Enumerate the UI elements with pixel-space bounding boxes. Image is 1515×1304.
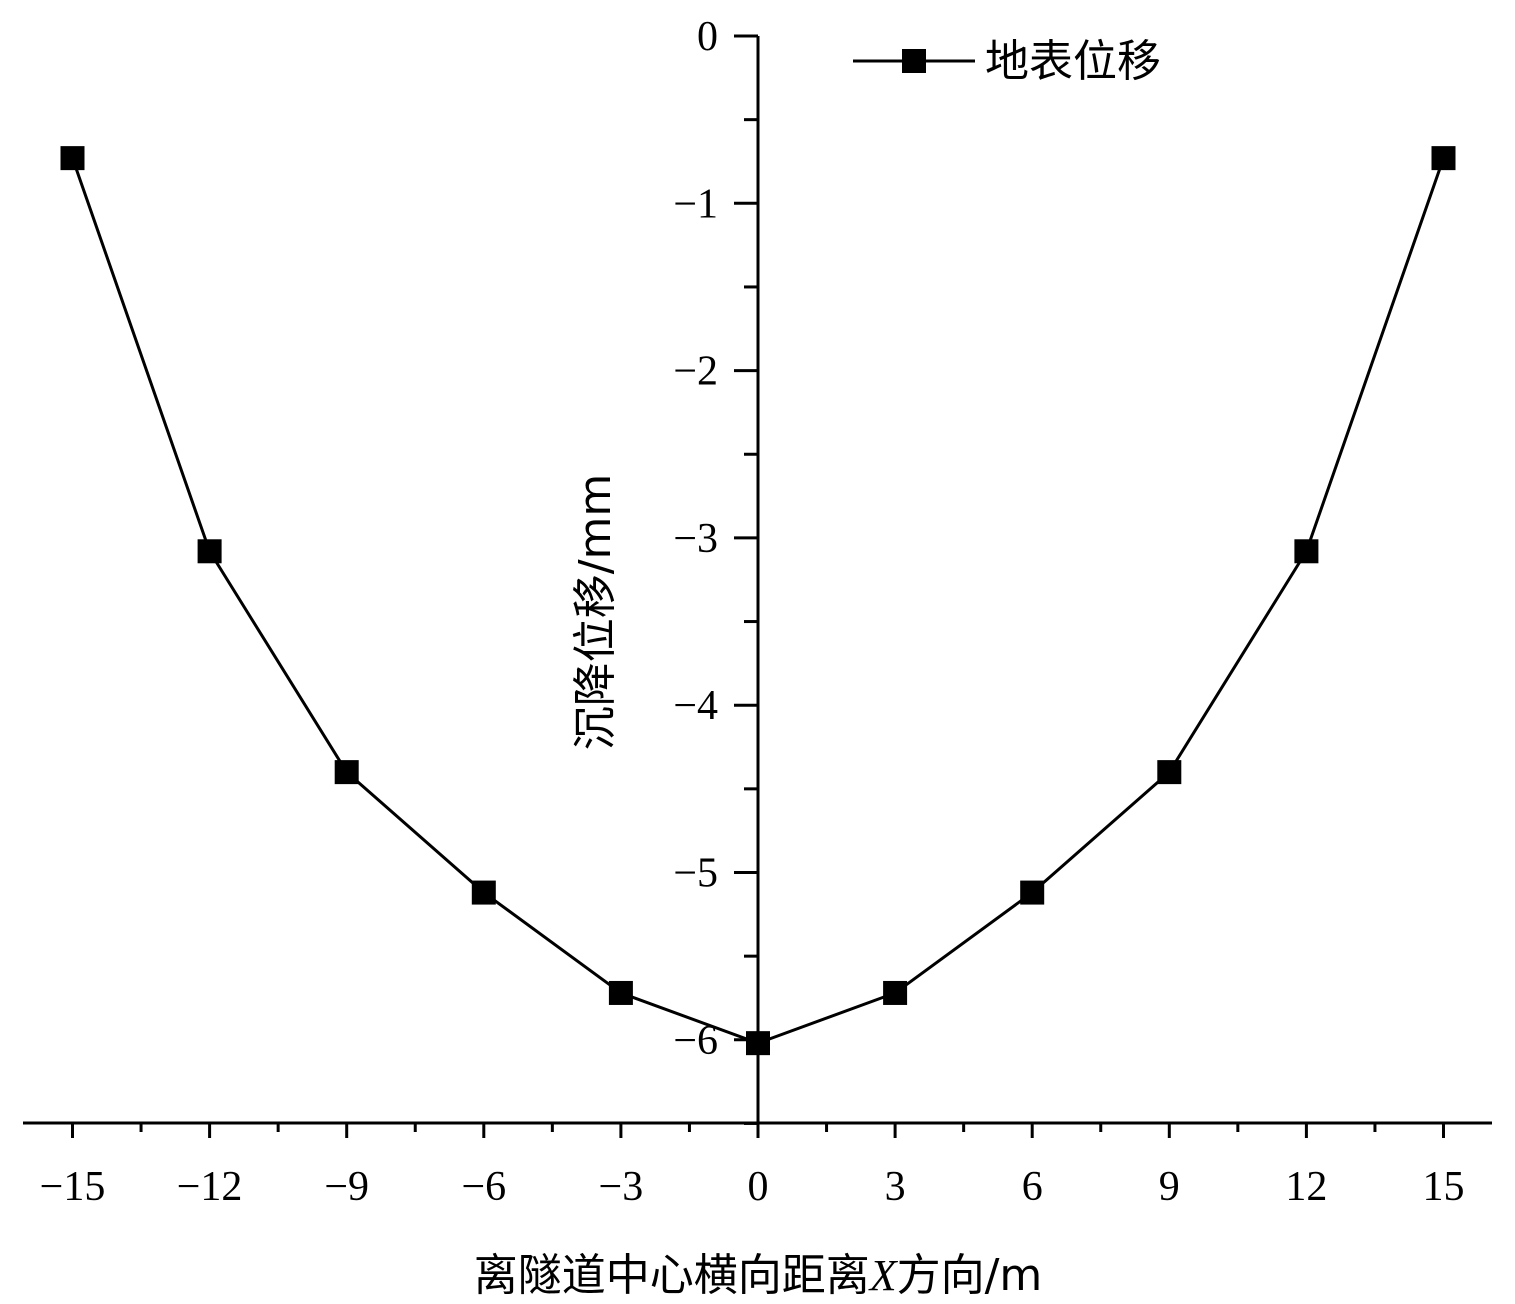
- x-axis-title-var: X: [868, 1251, 899, 1300]
- legend-label: 地表位移: [985, 36, 1161, 87]
- y-axis-title: 沉降位移/mm: [570, 474, 621, 751]
- x-tick-label: −15: [40, 1164, 106, 1210]
- x-axis-title: 离隧道中心横向距离X方向/m: [474, 1250, 1043, 1301]
- x-tick-label: −12: [177, 1164, 243, 1210]
- data-point: [334, 760, 359, 785]
- series-layer: [60, 146, 1456, 1056]
- x-tick-label: 6: [1022, 1164, 1043, 1210]
- x-tick-label: 3: [885, 1164, 906, 1210]
- y-tick-label: −4: [673, 683, 718, 729]
- x-tick-label: 0: [748, 1164, 769, 1210]
- legend-marker: [902, 49, 926, 73]
- x-tick-label: 12: [1285, 1164, 1327, 1210]
- y-tick-label: 0: [697, 14, 718, 60]
- data-point: [1157, 760, 1182, 785]
- x-tick-label: −3: [599, 1164, 644, 1210]
- axes: [23, 36, 1492, 1125]
- data-point: [471, 880, 496, 905]
- tick-labels: −15 −12 −9 −6 −3 0 3 6 9 12 150−1−2−3−4−5−6: [40, 14, 1465, 1210]
- y-tick-label: −1: [673, 181, 718, 227]
- data-point: [746, 1031, 770, 1056]
- x-tick-label: −9: [324, 1164, 369, 1210]
- data-point: [60, 146, 85, 171]
- x-tick-label: −6: [461, 1164, 506, 1210]
- data-point: [883, 980, 908, 1005]
- x-axis-title-part2: 方向/m: [897, 1250, 1043, 1301]
- data-point: [1431, 146, 1456, 171]
- x-tick-label: 9: [1159, 1164, 1180, 1210]
- data-point: [197, 539, 222, 564]
- x-tick-label: 15: [1423, 1164, 1465, 1210]
- data-point: [608, 980, 633, 1005]
- x-axis-title-part1: 离隧道中心横向距离: [474, 1250, 870, 1301]
- y-tick-label: −2: [673, 349, 718, 395]
- y-tick-label: −5: [673, 851, 718, 897]
- ticks: [71, 34, 1445, 1138]
- data-point: [1294, 539, 1319, 564]
- data-point: [1020, 880, 1045, 905]
- legend: 地表位移: [853, 36, 1161, 87]
- y-tick-label: −3: [673, 516, 718, 562]
